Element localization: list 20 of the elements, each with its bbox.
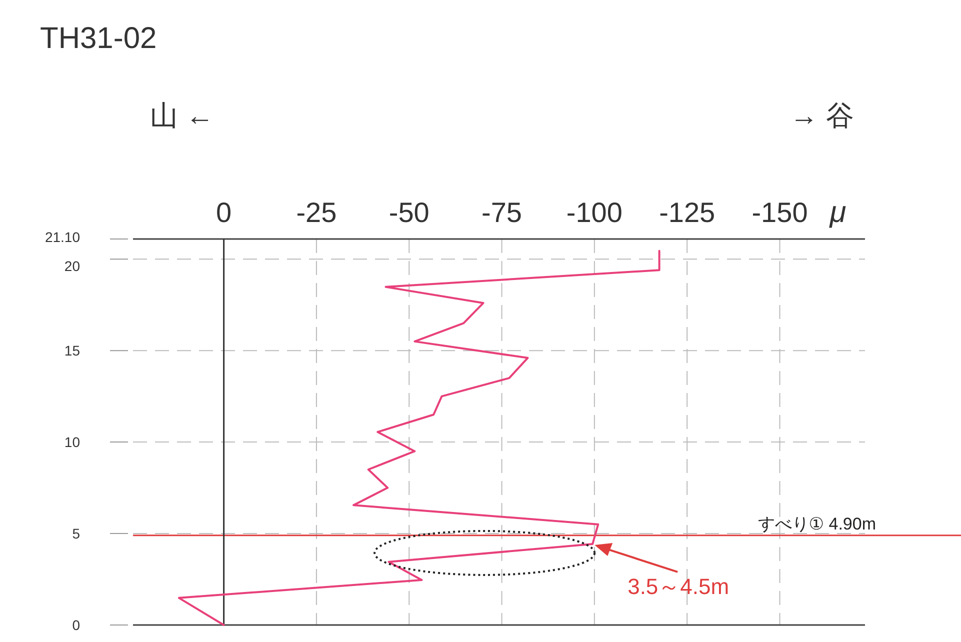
- x-tick-label: -100: [566, 197, 622, 228]
- y-tick-label: 20: [64, 258, 80, 274]
- annotation: 3.5～4.5m: [628, 574, 730, 599]
- chart-title: TH31-02: [40, 22, 157, 55]
- y-tick-label: 15: [64, 342, 80, 359]
- x-tick-label: -75: [482, 197, 522, 228]
- ref-line-label: すべり① 4.90m: [758, 514, 876, 534]
- y-tick-label: 0: [72, 617, 80, 633]
- x-tick-label: -50: [388, 197, 430, 228]
- x-axis-title: μ: [828, 196, 846, 229]
- x-tick-label: -150: [752, 197, 808, 228]
- y-tick-label: 10: [64, 434, 80, 450]
- x-tick-label: 0: [216, 197, 232, 228]
- text: 山 ←: [150, 100, 214, 131]
- text: → 谷: [790, 100, 854, 131]
- x-tick-label: -25: [296, 197, 337, 228]
- y-tick-label: 21.10: [44, 229, 80, 245]
- line-series: [178, 250, 660, 626]
- x-tick-label: -125: [659, 197, 716, 228]
- y-tick-label: 5: [72, 526, 80, 542]
